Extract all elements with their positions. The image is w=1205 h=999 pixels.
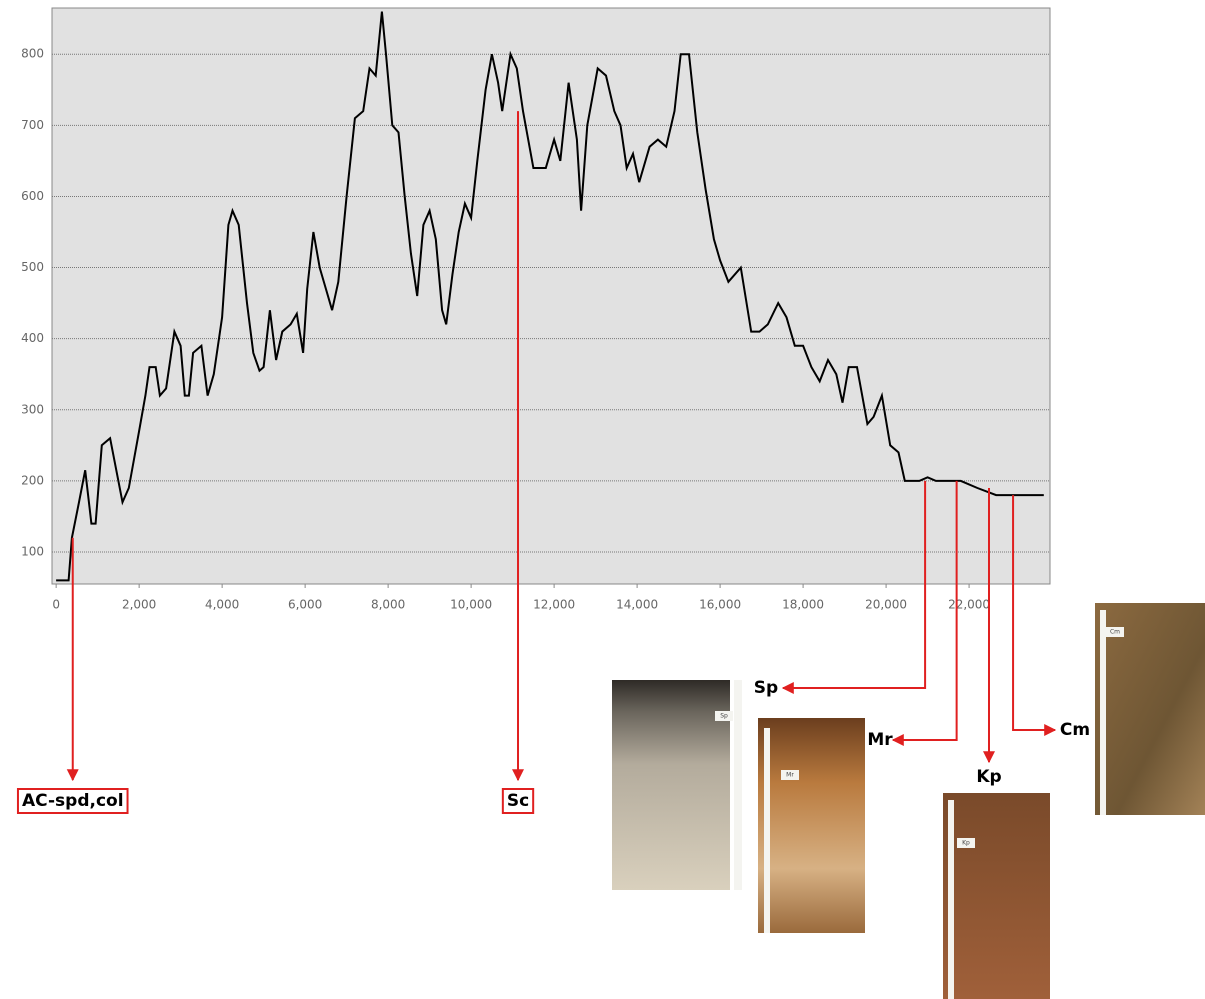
photo-sp (612, 680, 730, 890)
photo-mr (758, 718, 865, 933)
x-tick-label: 12,000 (533, 598, 575, 612)
x-tick-label: 0 (52, 598, 60, 612)
photos (612, 603, 1205, 999)
photo-tag-label: Mr (786, 772, 794, 779)
photo-kp (943, 793, 1050, 999)
x-tick-label: 6,000 (288, 598, 322, 612)
x-tick-label: 8,000 (371, 598, 405, 612)
x-tick-label: 4,000 (205, 598, 239, 612)
x-tick-label: 16,000 (699, 598, 741, 612)
x-tick-label: 18,000 (782, 598, 824, 612)
x-tick-label: 2,000 (122, 598, 156, 612)
annotation-label: AC-spd,col (22, 791, 124, 811)
x-tick-label: 10,000 (450, 598, 492, 612)
x-tick-label: 22,000 (948, 598, 990, 612)
y-tick-label: 700 (21, 118, 44, 132)
x-tick-label: 20,000 (865, 598, 907, 612)
ruler (948, 800, 954, 999)
photo-tag-label: Kp (962, 840, 970, 847)
y-tick-label: 500 (21, 260, 44, 274)
y-tick-label: 600 (21, 189, 44, 203)
annotation-label: Sp (754, 678, 778, 698)
annotation-label: Kp (976, 767, 1001, 787)
y-tick-label: 100 (21, 545, 44, 559)
ruler (1100, 610, 1106, 815)
annotation-label: Sc (507, 791, 529, 811)
ruler (764, 728, 770, 933)
annotation-label: Cm (1060, 720, 1090, 740)
annotation-label: Mr (867, 730, 893, 750)
photo-tag-label: Cm (1110, 629, 1120, 636)
y-tick-label: 300 (21, 402, 44, 416)
ruler (734, 680, 742, 890)
photo-tag-label: Sp (720, 713, 728, 720)
chart: 100 200 300 400 500 600 700 800 0 2,000 4,000 6,000… (0, 0, 1205, 999)
y-tick-label: 200 (21, 473, 44, 487)
x-tick-label: 14,000 (616, 598, 658, 612)
y-tick-label: 800 (21, 47, 44, 61)
page: {"chart_data": {"type": "line", "x": [0,… (0, 0, 1205, 999)
plot-area (52, 8, 1050, 584)
y-tick-label: 400 (21, 331, 44, 345)
